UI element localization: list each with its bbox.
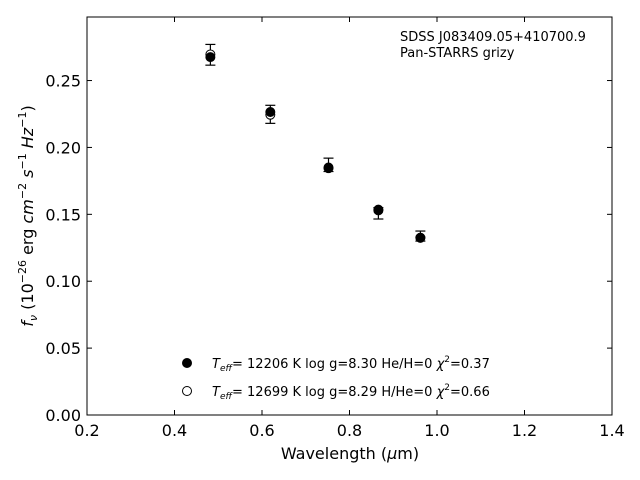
legend-label-series-1: Teff= 12206 K log g=8.30 He/H=0 χ2=0.37 <box>212 355 490 374</box>
legend-marker-filled <box>182 358 192 368</box>
y-tick-label-4: 0.20 <box>45 138 81 157</box>
filled-marker-2 <box>323 162 334 173</box>
x-tick-label-2: 0.6 <box>249 421 274 440</box>
legend-marker-open <box>182 386 192 396</box>
filled-marker-0 <box>205 52 216 63</box>
x-tick-label-1: 0.4 <box>162 421 187 440</box>
x-tick-label-3: 0.8 <box>337 421 362 440</box>
data-markers <box>205 49 426 243</box>
x-tick-label-4: 1.0 <box>424 421 449 440</box>
x-tick-label-5: 1.2 <box>512 421 537 440</box>
y-tick-label-2: 0.10 <box>45 272 81 291</box>
filled-marker-1 <box>265 106 276 117</box>
x-tick-label-6: 1.4 <box>599 421 624 440</box>
y-tick-label-5: 0.25 <box>45 72 81 91</box>
x-tick-label-0: 0.2 <box>74 421 99 440</box>
y-axis-ticks: 0.00 0.05 0.10 0.15 0.20 0.25 <box>45 72 612 425</box>
legend-label-series-2: Teff= 12699 K log g=8.29 H/He=0 χ2=0.66 <box>212 383 490 402</box>
x-axis-label: Wavelength (μm) <box>281 444 419 463</box>
y-tick-label-0: 0.00 <box>45 406 81 425</box>
filled-marker-4 <box>415 232 426 243</box>
legend: Teff= 12206 K log g=8.30 He/H=0 χ2=0.37 … <box>182 355 490 402</box>
filled-marker-3 <box>373 204 384 215</box>
x-axis-ticks: 0.2 0.4 0.6 0.8 1.0 1.2 1.4 <box>74 17 625 440</box>
annotation-object-name: SDSS J083409.05+410700.9 <box>400 30 586 45</box>
y-axis-label: fν (10−26 erg cm−2 s−1 Hz−1) <box>16 105 40 326</box>
y-tick-label-3: 0.15 <box>45 205 81 224</box>
annotation-photometry: Pan-STARRS grizy <box>400 46 515 61</box>
y-tick-label-1: 0.05 <box>45 339 81 358</box>
